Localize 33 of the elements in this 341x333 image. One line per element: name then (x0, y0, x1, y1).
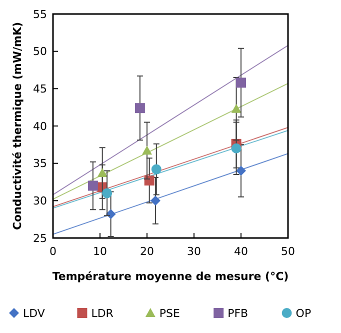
y-tick-label: 30 (33, 194, 47, 208)
point (231, 104, 242, 113)
y-tick-label: 40 (33, 120, 47, 133)
point (106, 209, 116, 220)
x-tick-label: 20 (140, 245, 154, 258)
point (142, 146, 152, 155)
x-tick-label: 10 (93, 245, 107, 258)
y-tick-label: 55 (33, 8, 47, 21)
x-tick-label: 40 (234, 245, 248, 258)
point (134, 103, 145, 114)
legend-label: PSE (159, 306, 180, 320)
point (144, 176, 154, 186)
x-axis-title: Température moyenne de mesure (°C) (52, 270, 289, 283)
y-tick-label: 25 (33, 232, 47, 245)
point (236, 78, 246, 88)
point (150, 196, 160, 206)
point (97, 168, 108, 178)
y-axis-title: Conductivité thermique (mW/mK) (11, 22, 24, 230)
legend-label: OP (296, 306, 312, 320)
y-tick-label: 50 (33, 45, 47, 58)
legend-label: PFB (228, 306, 248, 320)
y-tick-label: 45 (33, 82, 47, 96)
legend-label: LDV (23, 306, 46, 320)
legend-label: LDR (91, 306, 114, 320)
point (236, 166, 246, 176)
point (88, 180, 98, 191)
point (151, 164, 162, 174)
point (102, 188, 112, 198)
y-tick-label: 35 (33, 157, 47, 170)
x-tick-label: 30 (187, 245, 201, 258)
x-tick-label: 0 (50, 245, 56, 258)
x-tick-label: 50 (281, 245, 295, 258)
point (231, 143, 242, 154)
